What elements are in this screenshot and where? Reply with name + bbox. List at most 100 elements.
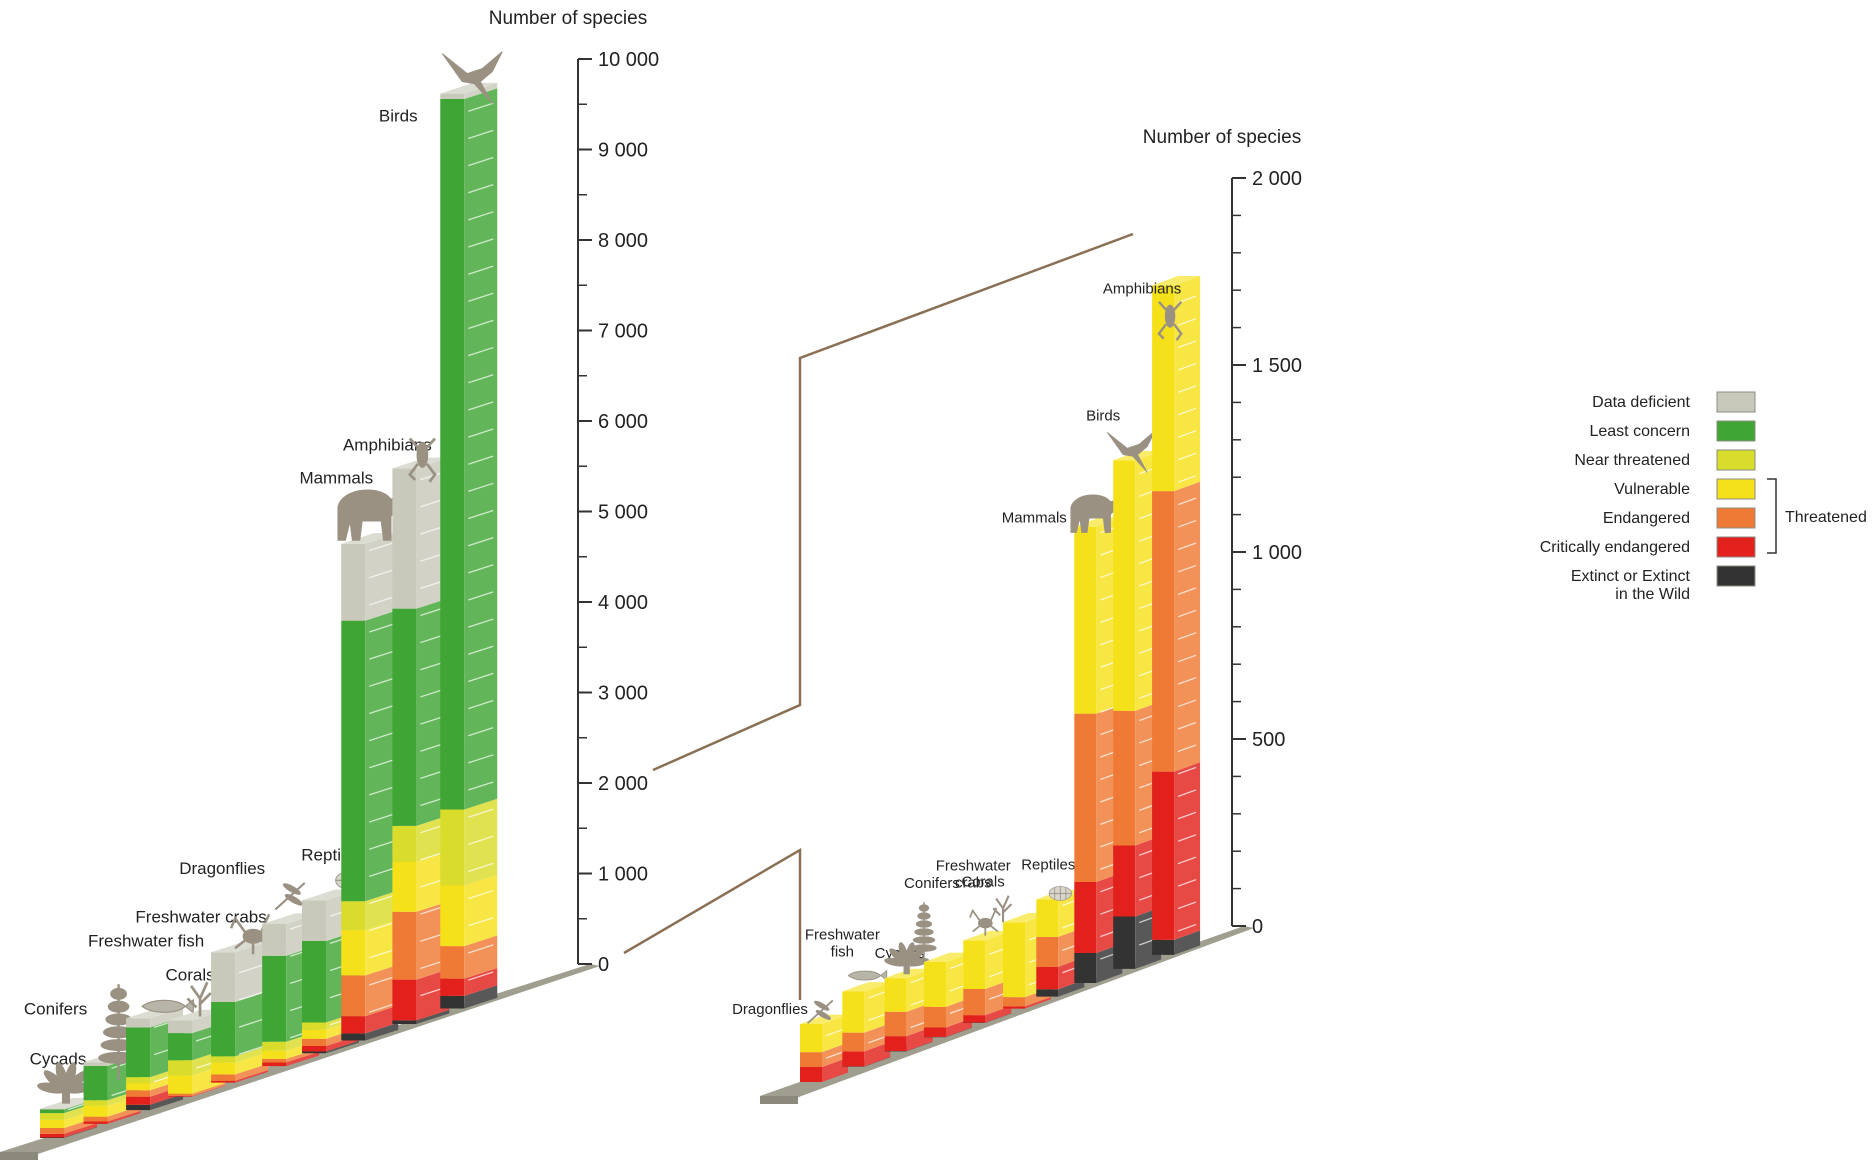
chart0-segment: [84, 1100, 108, 1105]
chart1-segment: [842, 1033, 864, 1052]
chart0-ground-end: [0, 1152, 38, 1160]
chart0-segment: [302, 941, 326, 1022]
legend-swatch-critically-endangered: [1717, 537, 1755, 557]
chart1-segment: [1074, 953, 1096, 983]
chart1-category-label: Dragonflies: [732, 1001, 808, 1018]
chart1-bar-freshwater-fish: [842, 982, 890, 1067]
chart0-segment: [440, 885, 464, 946]
chart1-bar-amphibians: [1152, 276, 1200, 955]
chart1-segment: [1152, 940, 1174, 955]
legend-swatch-endangered: [1717, 508, 1755, 528]
chart0-segment: [40, 1120, 64, 1128]
chart0-fish-icon: [142, 1000, 193, 1013]
chart0-y-tick-label: 10 000: [598, 49, 659, 71]
legend-label: Vulnerable: [1614, 481, 1690, 498]
chart1-segment: [1074, 882, 1096, 953]
legend-swatch-vulnerable: [1717, 479, 1755, 499]
chart0-y-tick-label: 5 000: [598, 502, 648, 524]
chart1-y-tick-label: 2 000: [1252, 168, 1302, 190]
chart1-y-tick-label: 1 000: [1252, 542, 1302, 564]
chart0-y-tick-label: 1 000: [598, 864, 648, 886]
chart1-segment: [885, 978, 907, 1012]
chart0-segment: [302, 1030, 326, 1039]
chart0-segment: [126, 1077, 150, 1083]
chart1-segment: [1152, 772, 1174, 940]
chart0-segment: [168, 1060, 192, 1075]
legend-label: Endangered: [1603, 510, 1690, 527]
chart1-fish-icon: [848, 971, 886, 981]
chart0-segment: [341, 621, 365, 902]
chart0-segment: [440, 946, 464, 979]
chart0-segment-side: [464, 799, 497, 886]
chart0-segment: [168, 1020, 192, 1033]
chart0-segment: [40, 1113, 64, 1120]
legend-label: Least concern: [1589, 423, 1690, 440]
legend-swatch-data-deficient: [1717, 392, 1755, 412]
chart0-segment: [84, 1062, 108, 1066]
chart1-segment: [842, 1051, 864, 1066]
chart0-segment: [341, 544, 365, 621]
chart0-segment: [341, 1033, 365, 1040]
chart0-bar-mammals: [341, 533, 398, 1041]
legend-label: in the Wild: [1615, 586, 1690, 603]
chart0-segment: [126, 1097, 150, 1105]
chart0-segment: [262, 956, 286, 1042]
chart0-segment: [262, 924, 286, 956]
chart0-segment: [126, 1105, 150, 1110]
chart1-segment: [1036, 967, 1058, 989]
chart1-segment: [924, 962, 946, 1007]
chart1-segment: [800, 1024, 822, 1052]
chart1-segment: [963, 940, 985, 989]
chart1-segment: [800, 1052, 822, 1067]
chart0-segment: [84, 1106, 108, 1117]
chart0-segment: [40, 1109, 64, 1113]
chart0-segment: [168, 1094, 192, 1096]
chart0-segment: [341, 975, 365, 1016]
chart1-segment-side: [1174, 762, 1200, 940]
legend-label: Critically endangered: [1540, 539, 1690, 556]
chart0-segment: [302, 1051, 326, 1053]
chart0-segment: [168, 1096, 192, 1097]
chart0-y-tick-label: 2 000: [598, 773, 648, 795]
chart1-category-label: Amphibians: [1103, 280, 1181, 297]
chart0-bar-freshwater-crabs: [211, 942, 268, 1083]
chart1-segment: [1003, 997, 1025, 1006]
chart0-segment: [211, 1081, 235, 1083]
legend-label: Near threatened: [1574, 452, 1690, 469]
chart0-segment: [341, 901, 365, 930]
chart0-segment: [392, 1020, 416, 1024]
chart1-reptile-icon: [1049, 886, 1071, 900]
chart1-category-label: Freshwater: [805, 927, 880, 944]
chart0-segment: [126, 1083, 150, 1090]
chart0-segment: [440, 996, 464, 1009]
chart0-segment: [40, 1134, 64, 1138]
chart0-bar-birds: [440, 83, 497, 1009]
chart0-dragonfly-icon: [275, 882, 304, 910]
chart0-segment: [392, 468, 416, 608]
chart0-y-tick-label: 7 000: [598, 321, 648, 343]
chart0-segment: [262, 1042, 286, 1051]
chart0-segment: [84, 1122, 108, 1124]
chart1-category-label: Corals: [961, 873, 1004, 890]
chart1-category-label: fish: [831, 944, 854, 961]
chart1-segment: [1074, 714, 1096, 882]
chart1-y-tick-label: 1 500: [1252, 355, 1302, 377]
legend-threatened-label: Threatened: [1785, 509, 1867, 526]
chart1-category-label: Birds: [1086, 407, 1120, 424]
chart0-segment: [262, 1059, 286, 1063]
chart0-segment: [40, 1128, 64, 1134]
legend-label: Data deficient: [1592, 394, 1690, 411]
chart0-segment: [341, 930, 365, 975]
chart0-segment: [302, 900, 326, 941]
chart1-segment: [800, 1067, 822, 1082]
chart0-segment: [440, 94, 464, 99]
legend-threatened-bracket: [1767, 479, 1776, 553]
chart1-segment: [1113, 460, 1135, 711]
chart1-category-label: Mammals: [1002, 510, 1067, 527]
chart0-category-label: Freshwater crabs: [135, 907, 266, 926]
chart0-y-tick-label: 8 000: [598, 230, 648, 252]
chart1-segment-side: [1174, 276, 1200, 491]
chart0-segment: [262, 1063, 286, 1067]
chart1-segment: [1074, 527, 1096, 714]
